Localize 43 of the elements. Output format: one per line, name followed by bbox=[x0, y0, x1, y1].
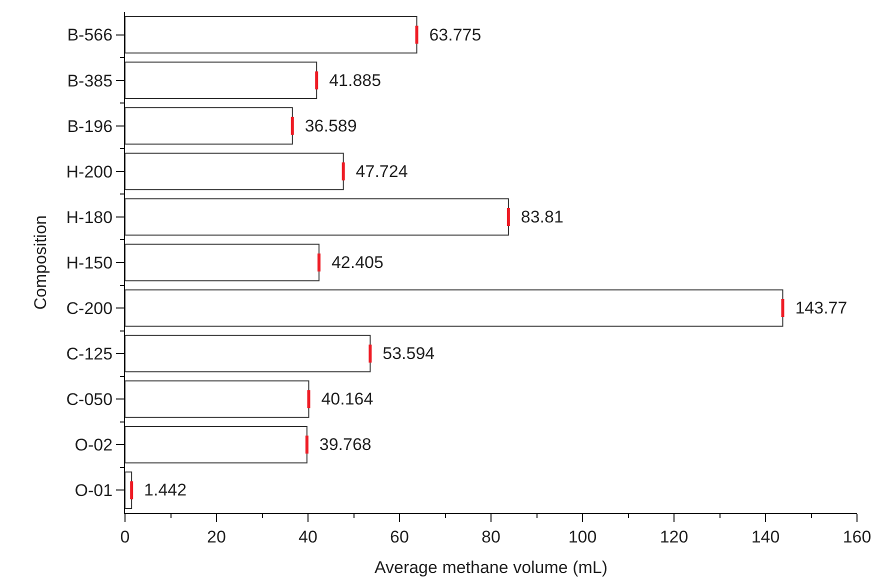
y-tick-label: H-180 bbox=[66, 208, 113, 227]
bar bbox=[125, 107, 293, 145]
x-tick-label: 140 bbox=[751, 527, 780, 546]
data-label: 143.77 bbox=[786, 298, 848, 318]
x-tick-label: 40 bbox=[298, 527, 318, 546]
y-tick-label: H-150 bbox=[66, 253, 113, 272]
y-tick-label: C-125 bbox=[66, 344, 113, 364]
bar bbox=[125, 62, 318, 100]
y-tick-label: H-200 bbox=[66, 162, 113, 182]
bar bbox=[125, 244, 320, 282]
bar bbox=[125, 426, 308, 464]
bar bbox=[125, 289, 784, 327]
x-tick-label: 160 bbox=[842, 527, 872, 546]
data-label: 42.405 bbox=[322, 253, 384, 272]
y-tick-label: O-02 bbox=[74, 436, 113, 455]
data-label: 53.594 bbox=[373, 344, 435, 364]
data-label: 39.768 bbox=[310, 435, 372, 454]
bar bbox=[125, 198, 509, 236]
x-tick-label: 100 bbox=[568, 527, 597, 546]
y-tick-label: C-050 bbox=[66, 390, 113, 410]
data-label: 1.442 bbox=[134, 480, 187, 500]
data-label: 63.775 bbox=[420, 25, 482, 44]
data-label: 41.885 bbox=[320, 70, 382, 90]
data-label: 83.81 bbox=[511, 207, 564, 226]
x-tick-label: 80 bbox=[482, 527, 500, 546]
y-tick-label: B-566 bbox=[67, 26, 113, 45]
x-tick-label: 20 bbox=[207, 527, 226, 546]
x-tick-label: 0 bbox=[120, 527, 130, 546]
x-tick-label: 60 bbox=[390, 527, 409, 546]
y-tick-label: B-196 bbox=[67, 116, 113, 136]
x-axis-title: Average methane volume (mL) bbox=[374, 558, 608, 577]
data-label: 36.589 bbox=[295, 116, 357, 136]
y-axis-title: Composition bbox=[30, 215, 50, 310]
data-label: 47.724 bbox=[346, 162, 408, 181]
bar bbox=[125, 16, 418, 54]
y-tick-label: B-385 bbox=[67, 71, 113, 90]
data-label: 40.164 bbox=[312, 390, 374, 409]
y-tick-label: O-01 bbox=[74, 481, 113, 500]
bar bbox=[125, 334, 371, 372]
x-tick-label: 120 bbox=[660, 527, 688, 546]
y-tick-label: C-200 bbox=[66, 299, 113, 318]
bar bbox=[125, 380, 310, 418]
bar bbox=[125, 152, 344, 190]
